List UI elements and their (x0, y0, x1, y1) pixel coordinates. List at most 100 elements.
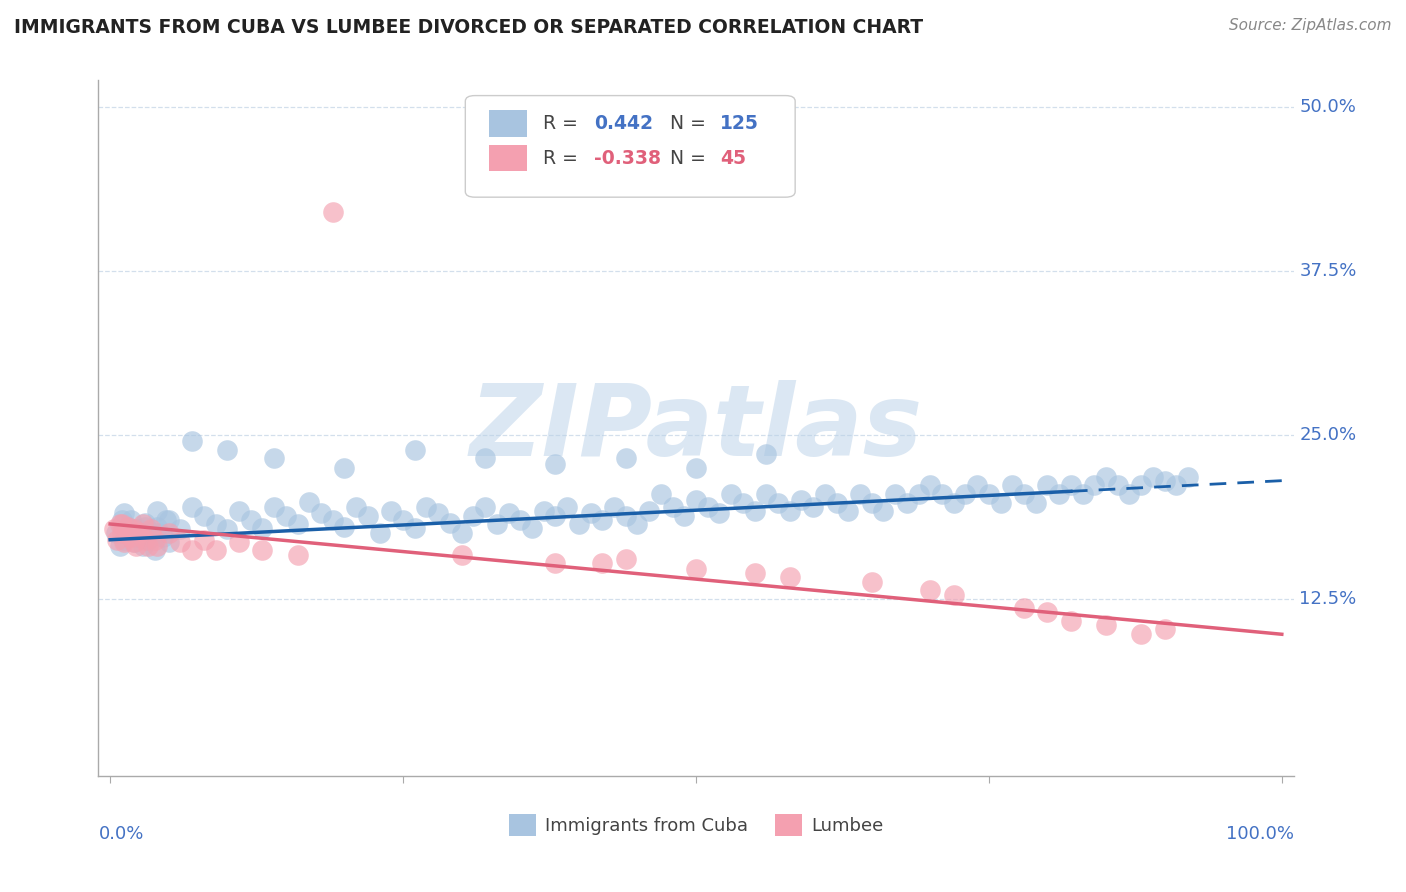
Text: 100.0%: 100.0% (1226, 825, 1294, 843)
Point (136, 533, 159, 547)
Text: IMMIGRANTS FROM CUBA VS LUMBEE DIVORCED OR SEPARATED CORRELATION CHART: IMMIGRANTS FROM CUBA VS LUMBEE DIVORCED … (14, 18, 924, 37)
Point (990, 496, 1012, 510)
Point (1001, 477, 1024, 491)
Point (122, 522, 145, 536)
Point (122, 535, 145, 549)
Point (673, 509, 696, 524)
Text: 125: 125 (720, 114, 759, 133)
Point (287, 549, 309, 563)
Bar (489, 111, 527, 136)
Point (1047, 487, 1070, 501)
Point (274, 509, 297, 524)
Text: N =: N = (669, 149, 711, 168)
Point (344, 500, 367, 514)
Point (125, 539, 148, 553)
Point (766, 496, 789, 510)
Point (942, 496, 965, 510)
Point (814, 487, 837, 501)
Point (152, 530, 174, 544)
Point (181, 434, 204, 449)
Point (333, 519, 356, 533)
Point (128, 526, 150, 541)
Point (920, 477, 942, 491)
Point (1118, 487, 1140, 501)
Point (228, 504, 250, 518)
Point (169, 535, 191, 549)
Point (544, 457, 567, 471)
Point (825, 496, 848, 510)
Point (193, 533, 215, 547)
Point (614, 451, 637, 466)
Point (685, 460, 707, 475)
Point (685, 493, 707, 508)
Point (1095, 469, 1118, 483)
Point (287, 516, 309, 531)
Point (439, 516, 461, 530)
Point (544, 509, 567, 524)
Point (217, 443, 239, 458)
Point (474, 451, 496, 466)
Point (169, 522, 191, 536)
Point (193, 509, 215, 524)
Point (450, 549, 472, 563)
Point (790, 493, 813, 508)
Point (103, 522, 125, 536)
Point (298, 494, 321, 508)
Point (779, 569, 801, 583)
Text: 12.5%: 12.5% (1299, 590, 1357, 607)
Text: N =: N = (669, 114, 711, 133)
Point (146, 539, 169, 553)
Point (650, 487, 672, 501)
Point (685, 561, 707, 575)
Point (896, 496, 918, 510)
Point (143, 533, 166, 547)
Point (779, 504, 801, 518)
Point (872, 504, 894, 518)
Point (603, 500, 626, 514)
Point (450, 526, 472, 541)
Point (474, 500, 496, 514)
Point (125, 530, 148, 544)
Point (141, 524, 163, 538)
Point (555, 500, 578, 514)
Point (181, 500, 204, 514)
Point (228, 535, 250, 549)
Point (579, 507, 602, 521)
Point (112, 507, 135, 521)
Point (1012, 487, 1035, 501)
Point (204, 543, 226, 558)
FancyBboxPatch shape (465, 95, 796, 197)
Point (1060, 614, 1083, 628)
Point (744, 504, 766, 518)
Point (111, 526, 134, 541)
Point (120, 526, 142, 541)
Point (128, 526, 150, 541)
Point (860, 496, 883, 510)
Point (955, 487, 977, 501)
Point (309, 507, 332, 521)
Point (568, 516, 591, 531)
Point (117, 526, 139, 541)
Point (1153, 474, 1175, 488)
Point (252, 543, 274, 558)
Point (977, 487, 1000, 501)
Point (404, 443, 426, 458)
Text: 25.0%: 25.0% (1299, 425, 1357, 443)
Text: R =: R = (543, 149, 583, 168)
Point (146, 504, 169, 518)
Point (392, 513, 415, 527)
Point (520, 521, 543, 535)
Point (1083, 477, 1105, 491)
Point (112, 535, 135, 549)
Point (884, 487, 907, 501)
Point (614, 509, 637, 524)
Text: 0.0%: 0.0% (98, 825, 143, 843)
Point (357, 509, 380, 524)
Point (128, 530, 150, 544)
Point (661, 500, 683, 514)
Point (931, 487, 953, 501)
Point (1012, 601, 1035, 615)
Point (709, 507, 731, 521)
Point (801, 500, 824, 514)
Point (122, 522, 145, 536)
